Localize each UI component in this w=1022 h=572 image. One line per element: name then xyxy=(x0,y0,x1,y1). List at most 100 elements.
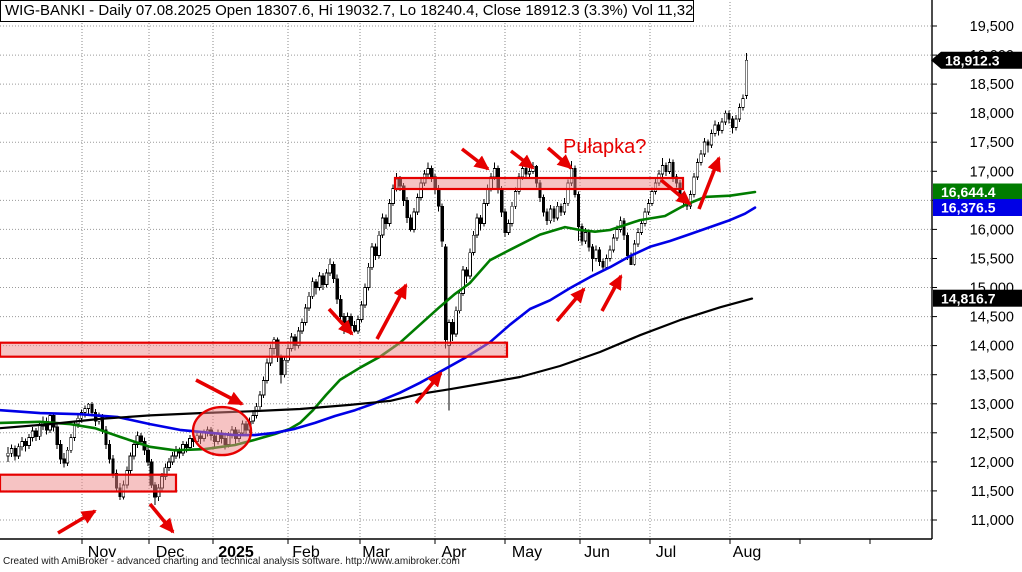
annotation-arrow xyxy=(555,287,586,323)
candle xyxy=(527,170,532,175)
candle xyxy=(13,448,17,457)
candle xyxy=(499,188,504,213)
price-tag-value: 16,376.5 xyxy=(941,200,996,216)
candle xyxy=(261,380,266,396)
candle xyxy=(408,217,413,230)
candle xyxy=(324,272,329,286)
candle xyxy=(90,403,94,413)
candle xyxy=(335,278,339,300)
annotation-arrow xyxy=(327,307,354,336)
candle xyxy=(16,446,21,457)
candle xyxy=(468,252,472,277)
consolidation-ellipse xyxy=(191,405,253,457)
candle xyxy=(314,281,318,288)
candle xyxy=(352,324,357,332)
y-axis-label: 16,000 xyxy=(970,222,1014,238)
candle xyxy=(520,167,525,178)
candle xyxy=(170,455,175,463)
candle xyxy=(265,362,269,381)
price-tag-value: 14,816.7 xyxy=(941,290,996,306)
candle xyxy=(580,226,584,242)
candle xyxy=(104,429,108,445)
candle xyxy=(555,205,560,219)
x-axis-label: Apr xyxy=(442,544,468,561)
candle xyxy=(660,165,665,175)
candle xyxy=(349,316,353,326)
y-axis-label: 15,500 xyxy=(970,252,1014,268)
candle xyxy=(706,141,710,146)
annotation-arrow xyxy=(659,178,692,206)
candle xyxy=(188,438,192,448)
annotation-arrow xyxy=(546,146,573,170)
candle xyxy=(62,458,66,464)
candle xyxy=(146,449,150,463)
candle xyxy=(727,112,731,120)
candle xyxy=(457,292,462,312)
candle xyxy=(625,234,630,257)
footer-credit: Created with AmiBroker - advanced charti… xyxy=(3,556,460,567)
candle xyxy=(485,188,490,204)
candle xyxy=(503,211,507,233)
y-axis-label: 11,000 xyxy=(971,513,1014,529)
candle xyxy=(646,202,651,213)
candle xyxy=(69,437,73,451)
candle xyxy=(741,98,745,108)
annotation-arrow xyxy=(697,156,721,210)
candle xyxy=(338,298,343,318)
candle xyxy=(622,220,626,236)
y-axis-label: 17,000 xyxy=(970,164,1014,180)
candle xyxy=(55,426,59,445)
candle xyxy=(611,237,616,251)
price-tag xyxy=(933,289,1022,307)
candle xyxy=(167,461,171,469)
chart-title-box: WIG-BANKI - Daily 07.08.2025 Open 18307.… xyxy=(0,0,694,22)
price-tags-layer: 18,912.3 16,644.416,376.5 14,816.7 xyxy=(931,51,1022,307)
x-axis-label: Jul xyxy=(656,544,676,561)
y-axis-label: 17,500 xyxy=(970,135,1014,151)
y-axis-label: 11,500 xyxy=(971,484,1014,500)
axis-layer xyxy=(0,0,937,544)
y-axis-label: 14,000 xyxy=(970,339,1014,355)
trap-question-label: Pułapka? xyxy=(563,136,646,158)
candle xyxy=(478,217,483,225)
candle xyxy=(730,118,735,129)
annotation-arrow xyxy=(375,283,408,340)
candle xyxy=(709,133,714,146)
candle xyxy=(562,202,567,213)
candle xyxy=(27,437,31,447)
price-tag-value: 16,644.4 xyxy=(941,184,996,200)
annotation-arrow xyxy=(195,378,244,406)
candle xyxy=(436,188,441,207)
y-axis-label: 18,500 xyxy=(970,77,1014,93)
candle xyxy=(30,430,35,438)
y-axis-label: 12,000 xyxy=(970,455,1014,471)
x-axis-label: Nov xyxy=(88,544,116,561)
ma-black-line xyxy=(0,297,754,430)
x-axis-label: Feb xyxy=(292,544,320,561)
y-axis-label: 14,500 xyxy=(970,310,1014,326)
candle xyxy=(548,208,553,222)
candle xyxy=(443,246,448,341)
candle xyxy=(450,321,455,335)
candle xyxy=(524,167,528,175)
candle xyxy=(608,249,612,259)
candle xyxy=(279,356,283,376)
candle xyxy=(370,246,374,268)
support-resistance-band xyxy=(0,341,509,358)
annotations-layer: Pułapka? xyxy=(0,136,721,535)
candle xyxy=(482,202,486,225)
candle xyxy=(594,249,598,259)
candle xyxy=(384,217,388,225)
annotation-arrow xyxy=(148,502,175,534)
candle xyxy=(590,246,595,259)
candle xyxy=(391,188,395,204)
candle xyxy=(107,443,112,460)
y-axis-label: 12,500 xyxy=(970,426,1014,442)
candle xyxy=(716,124,721,132)
candle xyxy=(34,430,38,437)
price-tag-value: 18,912.3 xyxy=(945,52,1000,68)
candle xyxy=(506,223,511,233)
candle xyxy=(83,407,87,413)
candle xyxy=(128,455,133,472)
